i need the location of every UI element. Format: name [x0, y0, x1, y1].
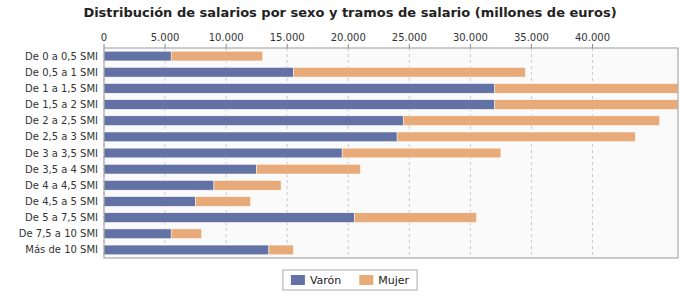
grid-line — [531, 48, 532, 258]
bar — [403, 116, 659, 126]
bar — [171, 51, 263, 61]
bar — [104, 116, 403, 126]
x-axis: 0 5.000 10.000 15.000 20.000 25.000 30.000 35.0… — [101, 32, 610, 48]
tick-label: 25.000 — [392, 32, 427, 43]
bar — [104, 229, 171, 239]
legend-swatch — [359, 275, 373, 285]
title: Distribución de salarios por sexo y tram… — [83, 5, 616, 20]
legend-label: Varón — [310, 274, 341, 287]
y-axis: De 0 a 0,5 SMI De 0,5 a 1 SMI De 1 a 1,5 S… — [19, 51, 98, 256]
tick-label: 15.000 — [270, 32, 305, 43]
tick-mark — [165, 44, 166, 48]
bar — [196, 197, 251, 207]
bar — [214, 180, 281, 190]
bar — [104, 180, 214, 190]
chart-svg: Distribución de salarios por sexo y tram… — [0, 0, 700, 300]
bar — [495, 84, 678, 94]
bar — [171, 229, 202, 239]
tick-label: 10.000 — [209, 32, 244, 43]
bar — [293, 67, 525, 77]
chart-container: Distribución de salarios por sexo y tram… — [0, 0, 700, 300]
legend-swatch — [291, 275, 305, 285]
plot-frame — [104, 48, 678, 258]
bars — [104, 51, 678, 255]
category-label: De 0 a 0,5 SMI — [25, 51, 98, 62]
bar — [104, 100, 495, 110]
grid — [104, 48, 593, 258]
bar — [269, 245, 293, 255]
category-label: De 3 a 3,5 SMI — [25, 148, 98, 159]
bar — [104, 67, 293, 77]
bar — [104, 51, 171, 61]
legend-label: Mujer — [378, 274, 409, 287]
bar — [397, 132, 635, 142]
category-label: De 2 a 2,5 SMI — [25, 115, 98, 126]
bar — [104, 164, 257, 174]
tick-label: 35.000 — [514, 32, 549, 43]
bar — [104, 132, 397, 142]
category-label: De 0,5 a 1 SMI — [25, 67, 98, 78]
legend-box — [283, 270, 417, 290]
legend-item: Varón — [291, 274, 341, 287]
tick-label: 20.000 — [331, 32, 366, 43]
tick-mark — [470, 44, 471, 48]
tick-mark — [409, 44, 410, 48]
category-label: Más de 10 SMI — [25, 244, 98, 255]
grid-line — [592, 48, 593, 258]
category-label: De 4,5 a 5 SMI — [25, 196, 98, 207]
category-label: De 1,5 a 2 SMI — [25, 99, 98, 110]
tick-label: 30.000 — [453, 32, 488, 43]
tick-label: 5.000 — [151, 32, 180, 43]
bar — [257, 164, 361, 174]
tick-mark — [592, 44, 593, 48]
tick-mark — [104, 44, 105, 48]
category-label: De 5 a 7,5 SMI — [25, 212, 98, 223]
bar — [104, 197, 196, 207]
bar — [495, 100, 678, 110]
plot-background — [104, 48, 678, 258]
bar — [104, 84, 495, 94]
tick-label: 40.000 — [575, 32, 610, 43]
bar — [342, 148, 501, 158]
bar — [104, 245, 269, 255]
tick-label: 0 — [101, 32, 107, 43]
tick-mark — [531, 44, 532, 48]
bar — [104, 148, 342, 158]
legend-item: Mujer — [359, 274, 409, 287]
category-label: De 2,5 a 3 SMI — [25, 131, 98, 142]
category-label: De 4 a 4,5 SMI — [25, 180, 98, 191]
tick-mark — [287, 44, 288, 48]
category-label: De 3,5 a 4 SMI — [25, 164, 98, 175]
bar — [104, 213, 354, 223]
tick-mark — [348, 44, 349, 48]
tick-mark — [226, 44, 227, 48]
category-label: De 1 a 1,5 SMI — [25, 83, 98, 94]
legend: Varón Mujer — [283, 270, 417, 290]
category-label: De 7,5 a 10 SMI — [19, 228, 98, 239]
bar — [354, 213, 476, 223]
